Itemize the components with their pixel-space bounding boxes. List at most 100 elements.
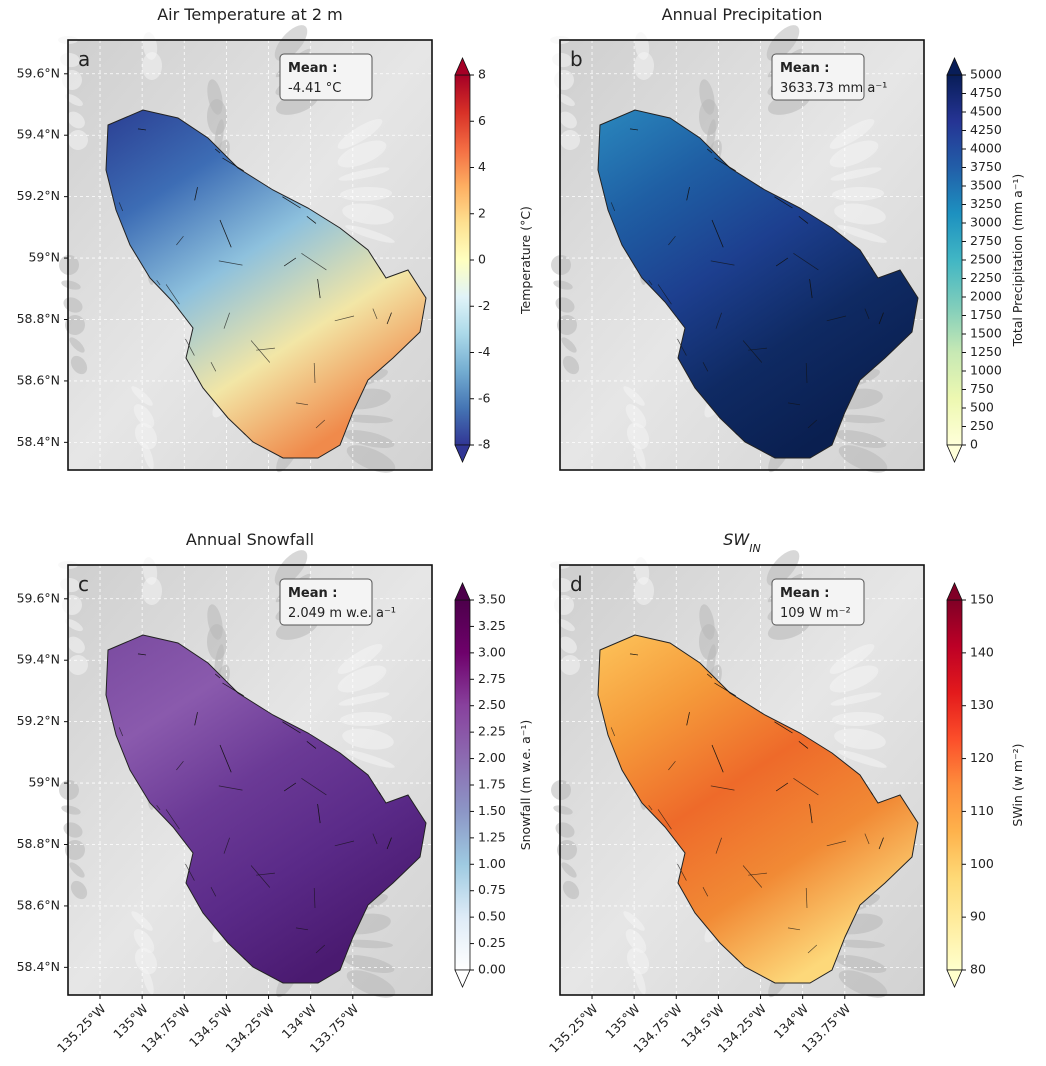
ice-divide: [809, 279, 813, 299]
terrain-shade: [62, 70, 82, 90]
terrain-shade: [60, 52, 80, 68]
panel-letter: c: [78, 572, 89, 596]
colorbar-tick-label: -4: [478, 344, 491, 359]
colorbar-tick-label: 80: [970, 962, 986, 977]
terrain-shade: [341, 939, 393, 949]
ice-divide: [214, 673, 221, 679]
colorbar-tick-label: 3.00: [478, 644, 506, 659]
terrain-shade: [553, 280, 573, 290]
colorbar-tick-label: 1.50: [478, 803, 506, 818]
terrain-shade: [345, 750, 395, 768]
mean-label: Mean :: [288, 586, 338, 601]
ice-divide: [648, 805, 653, 811]
colorbar-tick-label: 90: [970, 909, 986, 924]
terrain-shade: [552, 52, 572, 68]
ice-divide: [864, 833, 870, 845]
lon-label: 135°W: [602, 1001, 643, 1042]
ice-divide: [706, 673, 713, 679]
colorbar-tick-label: -6: [478, 390, 491, 405]
ice-divide: [219, 744, 232, 773]
ice-divide: [250, 340, 271, 363]
terrain-shade: [67, 111, 85, 129]
colorbar-tick-label: 1.25: [478, 829, 506, 844]
terrain-shade: [346, 970, 396, 998]
colorbar: [946, 74, 963, 446]
colorbar-tick-label: 4500: [970, 104, 1002, 119]
terrain-shade: [830, 692, 882, 706]
terrain-shade: [337, 665, 387, 693]
lat-label: 59.6°N: [17, 590, 60, 605]
panel-title: Air Temperature at 2 m: [157, 5, 343, 24]
colorbar-tick-label: 8: [478, 67, 486, 82]
colorbar-tick-label: 2.00: [478, 750, 506, 765]
panel-letter: a: [78, 47, 90, 71]
mean-box: [279, 578, 373, 626]
ice-divide: [223, 312, 230, 329]
panel: c Annual Snowfall Mean : 2.049 m w.e. a⁻¹ 0.…: [17, 530, 533, 1056]
ice-divide: [243, 957, 246, 961]
terrain-shade: [834, 728, 886, 750]
panel: d SWIN Mean : 109 W m⁻² 80 90 100 110 120 130 140 1…: [546, 530, 1025, 1056]
ice-divide: [826, 315, 847, 322]
ice-divide: [372, 308, 378, 320]
ice-divide: [657, 809, 672, 830]
mean-label: Mean :: [780, 61, 830, 76]
colorbar-tick-label: 2.50: [478, 697, 506, 712]
ice-divide: [748, 872, 767, 876]
colorbar-tick-label: 2500: [970, 252, 1002, 267]
ice-divide: [774, 721, 793, 734]
terrain-shade: [766, 25, 800, 61]
colorbar-tick-label: 0.25: [478, 935, 506, 950]
terrain-shade: [559, 111, 577, 129]
ice-divide: [805, 887, 808, 909]
ice-divide: [194, 187, 198, 201]
ice-divide: [715, 312, 722, 329]
ice-divide: [714, 157, 736, 172]
colorbar-tick-label: -8: [478, 437, 491, 452]
ice-divide: [386, 837, 392, 850]
ice-divide: [250, 865, 271, 888]
ice-divide: [629, 653, 639, 656]
terrain-shade: [345, 225, 395, 243]
ice-divide: [735, 957, 738, 961]
panel: a Air Temperature at 2 m Mean : -4.41 °C -8 -…: [17, 5, 533, 473]
terrain-shade: [837, 750, 887, 768]
ice-divide: [809, 804, 813, 824]
colorbar-tick-label: 250: [970, 418, 994, 433]
lat-label: 58.4°N: [17, 959, 60, 974]
ice-divide: [156, 805, 161, 811]
ice-divide: [386, 312, 392, 325]
terrain-shade: [70, 880, 88, 900]
colorbar-tick-label: 4250: [970, 122, 1002, 137]
ice-divide: [218, 785, 243, 791]
ice-divide: [677, 863, 687, 881]
terrain-shade: [67, 636, 85, 654]
ice-divide: [668, 235, 676, 246]
mean-value: 109 W m⁻²: [780, 606, 851, 621]
terrain-shade: [557, 840, 577, 860]
colorbar-extend: [946, 444, 963, 463]
terrain-shade: [133, 404, 155, 428]
terrain-shade: [61, 805, 81, 815]
terrain-shade: [69, 862, 85, 878]
colorbar-tick-label: 1.00: [478, 856, 506, 871]
ice-divide: [315, 944, 326, 954]
ice-divide: [334, 315, 355, 322]
ice-divide: [793, 253, 819, 271]
colorbar-extend: [454, 582, 471, 601]
ice-divide: [378, 792, 381, 795]
terrain-shade: [561, 862, 577, 878]
ice-divide: [677, 338, 687, 356]
ice-divide: [243, 432, 246, 436]
terrain-shade: [829, 140, 879, 168]
panel-title: SWIN: [723, 530, 760, 555]
ice-divide: [313, 362, 316, 384]
ice-divide: [210, 887, 217, 897]
ice-divide: [214, 148, 221, 154]
colorbar-tick-label: 1750: [970, 307, 1002, 322]
colorbar-tick-label: 4: [478, 159, 486, 174]
ice-divide: [176, 760, 184, 771]
ice-divide: [315, 419, 326, 429]
ice-divide: [282, 196, 301, 209]
ice-divide: [787, 402, 801, 406]
